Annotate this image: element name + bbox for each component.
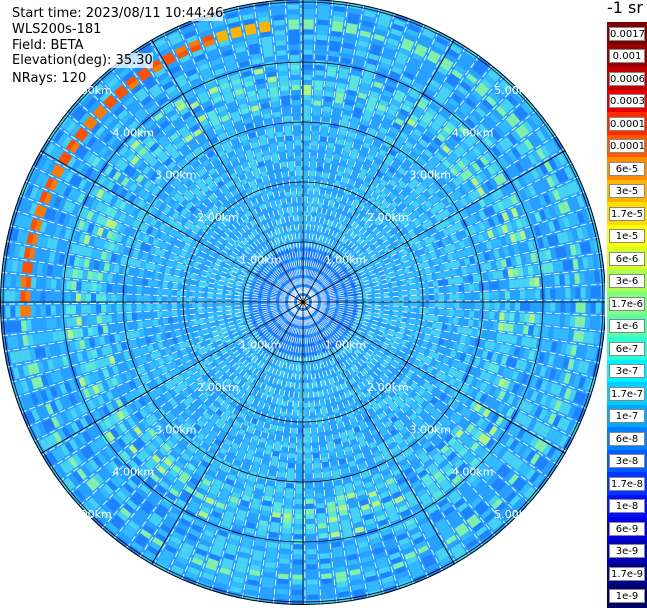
elevation-label: Elevation(deg): 35.30 xyxy=(12,53,153,68)
legend-swatch: 0.00017 xyxy=(607,112,647,135)
legend-swatch: 3e-6 xyxy=(607,269,647,293)
start-time-label: Start time: 2023/08/11 10:44:46 xyxy=(12,6,224,21)
legend-tick-label: 1e-6 xyxy=(609,319,645,333)
legend-tick-label: 1e-7 xyxy=(609,409,645,423)
legend-tick-label: 3e-6 xyxy=(609,274,645,288)
ring-label: 3.00km xyxy=(410,169,452,182)
legend-tick-label: 6e-6 xyxy=(609,251,645,266)
ring-label: 5.00km xyxy=(70,508,112,521)
legend-tick-label: 6e-7 xyxy=(609,341,645,356)
ring-label: 1.00km xyxy=(240,338,282,351)
ring-label: 1.00km xyxy=(240,254,282,267)
legend-title: -1 sr xyxy=(607,0,643,17)
legend-tick-label: 0.0006 xyxy=(609,71,645,86)
legend-swatch: 0.0006 xyxy=(607,67,647,90)
legend-tick-label: 1.7e-8 xyxy=(609,476,645,491)
legend-tick-label: 6e-8 xyxy=(609,431,645,446)
legend-tick-label: 3e-7 xyxy=(609,364,645,378)
legend-tick-label: 1.7e-9 xyxy=(609,566,645,581)
ring-label: 1.00km xyxy=(325,338,367,351)
azimuth-line xyxy=(302,301,566,454)
device-label: WLS200s-181 xyxy=(12,22,102,37)
azimuth-line xyxy=(302,301,455,565)
legend-tick-label: 0.0017 xyxy=(609,26,645,41)
legend-tick-label: 1.7e-5 xyxy=(609,206,645,221)
legend-tick-label: 3e-8 xyxy=(609,454,645,468)
legend-tick-label: 1.7e-6 xyxy=(609,296,645,311)
legend-swatch: 3e-8 xyxy=(607,449,647,473)
legend-swatch: 3e-5 xyxy=(607,179,647,203)
ppi-plot: 1.00km 1.00km 1.00km 1.00km 2.00km 2.00km 2.00… xyxy=(0,0,605,605)
azimuth-line xyxy=(40,150,304,303)
legend-swatch: 6e-5 xyxy=(607,157,647,180)
azimuth-line xyxy=(151,301,304,565)
legend-tick-label: 1e-8 xyxy=(609,499,645,513)
ring-label: 3.00km xyxy=(155,423,197,436)
azimuth-line xyxy=(151,39,304,303)
ring-label: 2.00km xyxy=(367,381,409,394)
legend-tick-label: 1e-5 xyxy=(609,229,645,243)
azimuth-line xyxy=(302,39,455,303)
legend-swatch: 6e-8 xyxy=(607,427,647,450)
ring-label: 4.00km xyxy=(113,466,155,479)
legend-tick-label: 0.0003 xyxy=(609,94,645,108)
ring-label: 4.00km xyxy=(452,466,494,479)
legend-tick-label: 0.0001 xyxy=(609,139,645,153)
legend-tick-label: 0.001 xyxy=(609,49,645,63)
ring-label: 4.00km xyxy=(452,126,494,139)
legend-tick-label: 1.7e-7 xyxy=(609,386,645,401)
legend-swatch: 0.0001 xyxy=(607,134,647,158)
legend-swatch: 6e-6 xyxy=(607,247,647,270)
legend-swatch: 0.001 xyxy=(607,44,647,68)
ring-label: 2.00km xyxy=(367,211,409,224)
legend-swatch: 0.0017 xyxy=(607,22,647,45)
legend-tick-label: 6e-9 xyxy=(609,521,645,536)
ring-label: 3.00km xyxy=(155,169,197,182)
legend-swatch: 6e-7 xyxy=(607,337,647,360)
legend-swatch: 1.7e-8 xyxy=(607,472,647,495)
legend-swatch: 1e-8 xyxy=(607,494,647,518)
legend-swatch: 1e-7 xyxy=(607,404,647,428)
legend-tick-label: 0.00017 xyxy=(609,116,645,131)
ring-label: 2.00km xyxy=(197,211,239,224)
legend-swatch: 1.7e-6 xyxy=(607,292,647,315)
ring-label: 5.00km xyxy=(70,84,112,97)
legend-swatch: 1.7e-9 xyxy=(607,562,647,585)
field-label: Field: BETA xyxy=(12,38,84,53)
legend-swatch: 1e-9 xyxy=(607,584,647,608)
legend-swatch: 1.7e-7 xyxy=(607,382,647,405)
legend-swatch: 1e-5 xyxy=(607,224,647,248)
ring-label: 3.00km xyxy=(410,423,452,436)
legend-tick-label: 6e-5 xyxy=(609,161,645,176)
nrays-label: NRays: 120 xyxy=(12,71,87,86)
legend-swatch: 1e-6 xyxy=(607,314,647,338)
legend-swatch: 1.7e-5 xyxy=(607,202,647,225)
color-legend: 0.0017 0.001 0.0006 0.0003 0.00017 0.0001 6e-5… xyxy=(607,22,647,608)
legend-tick-label: 3e-9 xyxy=(609,544,645,558)
ring-label: 4.00km xyxy=(113,126,155,139)
legend-tick-label: 3e-5 xyxy=(609,184,645,198)
legend-tick-label: 1e-9 xyxy=(609,589,645,603)
legend-swatch: 3e-7 xyxy=(607,359,647,383)
azimuth-line xyxy=(40,301,304,454)
legend-swatch: 0.0003 xyxy=(607,89,647,113)
ring-label: 5.00km xyxy=(494,508,536,521)
legend-swatch: 6e-9 xyxy=(607,517,647,540)
azimuth-line xyxy=(302,150,566,303)
ring-label: 2.00km xyxy=(197,381,239,394)
ring-label: 1.00km xyxy=(325,254,367,267)
legend-swatch: 3e-9 xyxy=(607,539,647,563)
ring-label: 5.00km xyxy=(494,84,536,97)
